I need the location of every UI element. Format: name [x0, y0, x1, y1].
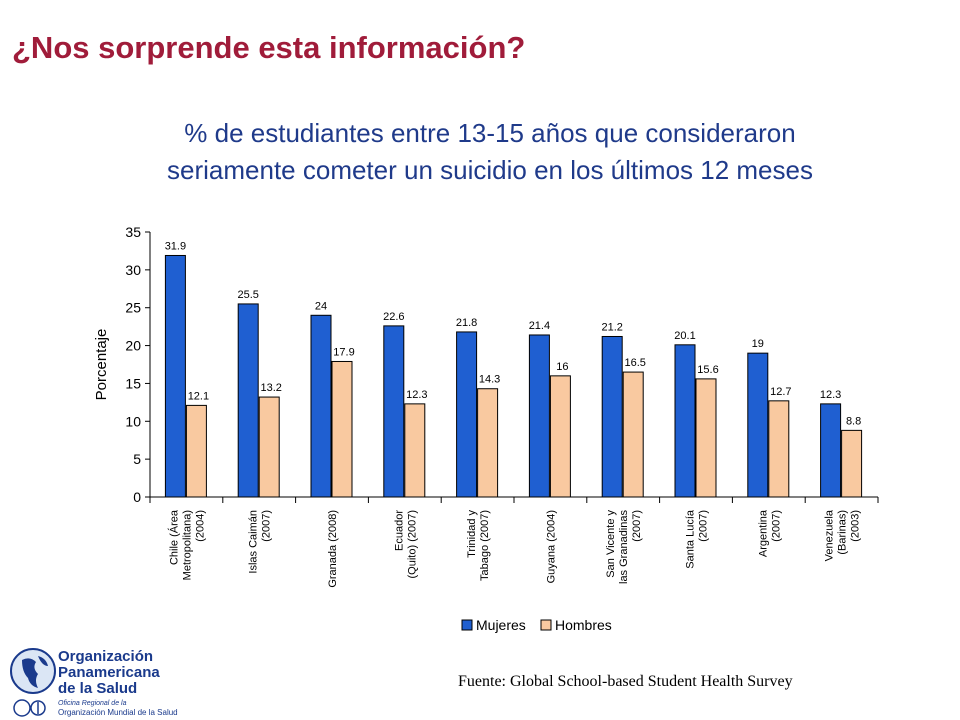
data-label: 16.5 [624, 357, 645, 369]
data-label: 31.9 [165, 240, 186, 252]
y-tick-label: 10 [125, 413, 141, 429]
data-label: 12.3 [820, 389, 841, 401]
bar-mujeres [747, 352, 769, 498]
x-category-label: (2004) [194, 510, 206, 542]
y-tick-label: 30 [125, 262, 141, 278]
org-name-line3: de la Salud [58, 680, 138, 697]
y-axis-label: Porcentaje [93, 329, 110, 401]
org-name-line1: Organización [58, 648, 154, 665]
x-category-label: Venezuela [824, 509, 836, 561]
legend-swatch-hombres [540, 619, 552, 631]
data-label: 19 [752, 338, 764, 350]
x-category-label: (2007) [698, 510, 710, 542]
data-label: 13.2 [260, 382, 281, 394]
bar-hombres [549, 375, 571, 498]
slide-title: ¿Nos sorprende esta información? [12, 30, 526, 65]
x-category-label: Metropolitana) [181, 510, 193, 580]
paho-logo: Organización Panamericana de la Salud Of… [4, 642, 204, 718]
x-category-label: San Vicente y [605, 510, 617, 578]
x-category-label: (2003) [850, 510, 862, 542]
y-tick-label: 20 [125, 338, 141, 354]
data-label: 17.9 [333, 346, 354, 358]
bar-mujeres [601, 335, 623, 498]
x-category-label: Argentina [757, 509, 769, 557]
org-small-line2: Organización Mundial de la Salud [58, 708, 178, 717]
x-category-label: Granada (2008) [327, 510, 339, 588]
x-category-label: las Granadinas [618, 510, 630, 584]
data-label: 15.6 [697, 364, 718, 376]
bar-hombres [841, 429, 863, 498]
data-label: 21.8 [456, 317, 477, 329]
x-category-label: (2007) [631, 510, 643, 542]
data-label: 12.1 [188, 390, 209, 402]
bar-mujeres [528, 334, 550, 498]
x-category-label: Chile (Área [167, 509, 180, 565]
source-note: Fuente: Global School-based Student Heal… [458, 673, 793, 690]
x-category-label: Trinidad y [466, 510, 478, 558]
bar-mujeres [456, 331, 478, 498]
legend-swatch-mujeres [461, 619, 473, 631]
data-label: 14.3 [479, 374, 500, 386]
bar-hombres [768, 400, 790, 498]
x-category-label: (Barinas) [837, 510, 849, 555]
y-tick-label: 15 [125, 375, 141, 391]
x-category-label: Santa Lucía [685, 509, 697, 569]
data-label: 24 [315, 300, 327, 312]
data-label: 21.4 [529, 320, 550, 332]
data-label: 25.5 [237, 289, 258, 301]
bar-mujeres [820, 403, 842, 498]
y-tick-label: 0 [133, 489, 141, 505]
y-tick-label: 25 [125, 300, 141, 316]
legend-label-hombres: Hombres [555, 617, 612, 633]
bar-hombres [404, 403, 426, 498]
paho-emblem-icon [10, 648, 56, 694]
bar-mujeres [383, 325, 405, 498]
data-label: 12.3 [406, 389, 427, 401]
y-tick-label: 35 [125, 224, 141, 240]
data-label: 21.2 [601, 321, 622, 333]
data-label: 22.6 [383, 311, 404, 323]
bar-hombres [185, 404, 207, 498]
data-label: 16 [556, 361, 568, 373]
who-emblem-icon [13, 699, 46, 717]
bar-mujeres [674, 344, 696, 498]
x-category-label: Guyana (2004) [545, 510, 557, 583]
bar-hombres [331, 360, 353, 498]
x-category-label: (2007) [770, 510, 782, 542]
x-category-label: Tabago (2007) [479, 510, 491, 581]
data-label: 20.1 [674, 330, 695, 342]
data-label: 8.8 [846, 415, 861, 427]
x-category-label: (2007) [261, 510, 273, 542]
bar-hombres [258, 396, 280, 498]
legend-label-mujeres: Mujeres [476, 617, 526, 633]
data-label: 12.7 [770, 386, 791, 398]
x-category-label: Ecuador [393, 510, 405, 551]
bar-hombres [622, 371, 644, 498]
chart-subtitle-line1: % de estudiantes entre 13-15 años que co… [184, 118, 796, 148]
y-tick-label: 5 [133, 451, 141, 467]
bar-mujeres [237, 303, 259, 498]
bar-mujeres [310, 314, 332, 498]
chart-subtitle-line2: seriamente cometer un suicidio en los úl… [167, 155, 813, 185]
bar-mujeres [164, 254, 186, 498]
org-name-line2: Panamericana [58, 664, 160, 681]
x-category-label: Islas Caimán [248, 510, 260, 574]
org-small-line1: Oficina Regional de la [58, 700, 127, 707]
bar-hombres [695, 378, 717, 498]
bar-hombres [477, 388, 499, 498]
x-category-label: (Quito) (2007) [406, 510, 418, 578]
